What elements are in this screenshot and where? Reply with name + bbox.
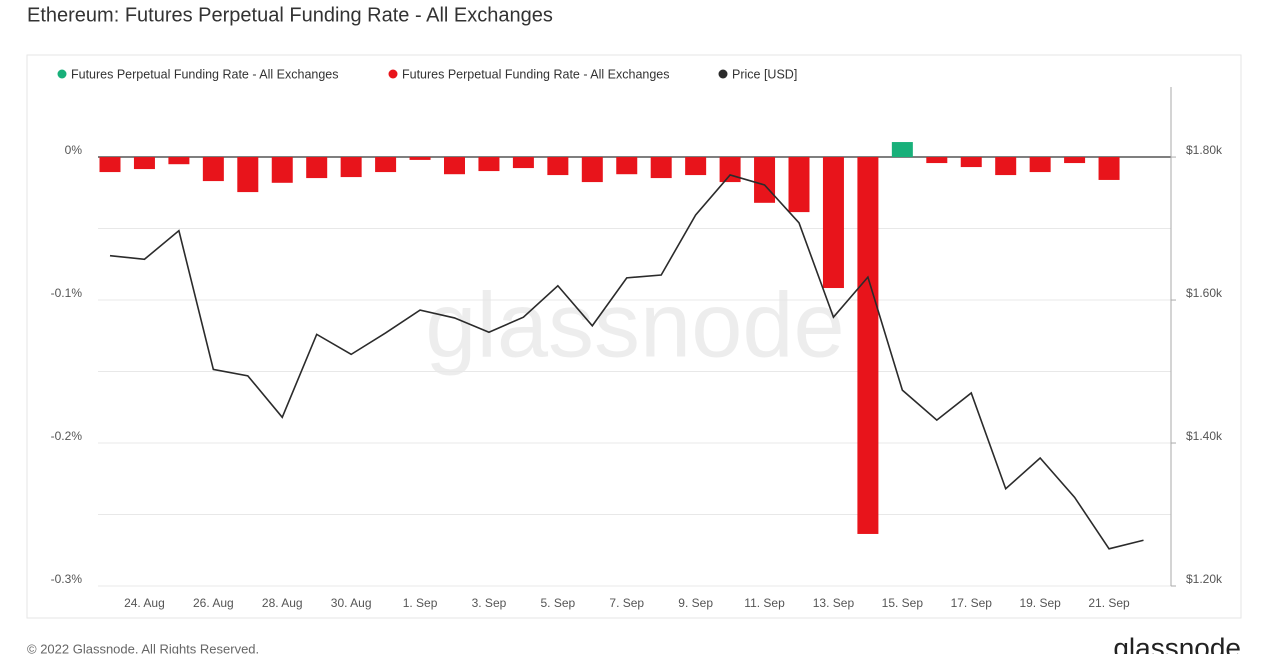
bar	[547, 157, 569, 176]
x-tick-label: 30. Aug	[331, 596, 372, 610]
bar	[616, 157, 638, 175]
bar	[719, 157, 741, 183]
bar	[202, 157, 224, 182]
bar	[444, 157, 465, 175]
bar	[340, 157, 362, 178]
bar	[926, 157, 948, 164]
x-tick-label: 5. Sep	[540, 596, 575, 610]
bar	[754, 157, 776, 203]
bar	[1029, 157, 1051, 173]
bar	[168, 157, 190, 165]
x-tick-label: 26. Aug	[193, 596, 234, 610]
bar	[891, 142, 913, 158]
legend-marker	[718, 69, 728, 79]
y2-tick-label: $1.40k	[1186, 429, 1223, 443]
y2-tick-label: $1.60k	[1186, 286, 1223, 300]
legend-marker	[57, 69, 67, 79]
legend-label: Futures Perpetual Funding Rate - All Exc…	[402, 67, 670, 81]
bar	[512, 157, 534, 169]
bar	[271, 157, 293, 183]
bar	[237, 157, 259, 193]
bar	[685, 157, 707, 176]
x-tick-label: 9. Sep	[678, 596, 713, 610]
x-tick-label: 3. Sep	[472, 596, 507, 610]
watermark: glassnode	[425, 274, 844, 376]
x-tick-label: 21. Sep	[1088, 596, 1130, 610]
panel	[26, 54, 1242, 619]
x-tick-label: 11. Sep	[744, 596, 785, 610]
x-tick-label: 15. Sep	[882, 596, 924, 610]
x-tick-label: 19. Sep	[1019, 596, 1061, 610]
legend-marker	[388, 69, 398, 79]
bar	[581, 157, 603, 183]
bar	[375, 157, 397, 173]
bar	[650, 157, 672, 179]
y-tick-label: -0.1%	[51, 286, 83, 300]
x-tick-label: 7. Sep	[609, 596, 644, 610]
x-tick-label: 13. Sep	[813, 596, 855, 610]
bar	[788, 157, 810, 213]
y2-tick-label: $1.80k	[1186, 143, 1223, 157]
x-tick-label: 17. Sep	[951, 596, 993, 610]
y-tick-label: -0.2%	[51, 429, 83, 443]
bar	[995, 157, 1017, 176]
bar	[960, 157, 982, 168]
bar	[478, 157, 500, 172]
bar	[409, 157, 431, 160]
bar	[822, 157, 844, 289]
y-tick-label: 0%	[65, 143, 83, 157]
price-line	[109, 174, 1144, 550]
chart-title: Ethereum: Futures Perpetual Funding Rate…	[27, 4, 553, 26]
x-tick-label: 28. Aug	[262, 596, 303, 610]
logo: glassnode	[1113, 632, 1241, 654]
bar	[1098, 157, 1120, 180]
x-tick-label: 24. Aug	[124, 596, 165, 610]
y-tick-label: -0.3%	[51, 572, 83, 586]
legend-label: Futures Perpetual Funding Rate - All Exc…	[71, 67, 339, 81]
bar	[133, 157, 155, 170]
y2-tick-label: $1.20k	[1186, 572, 1223, 586]
legend-label: Price [USD]	[732, 67, 797, 81]
x-tick-label: 1. Sep	[403, 596, 438, 610]
bar	[306, 157, 328, 179]
bar	[857, 157, 879, 534]
footer: © 2022 Glassnode. All Rights Reserved.	[27, 641, 259, 654]
bar	[99, 157, 121, 173]
bar	[1064, 157, 1086, 164]
